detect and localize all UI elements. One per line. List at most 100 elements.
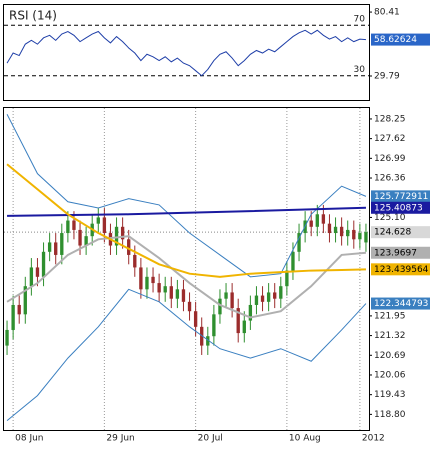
y-tick-label: 120.69 bbox=[374, 351, 406, 361]
candle-body bbox=[230, 292, 234, 309]
candle-body bbox=[145, 276, 149, 290]
candle-body bbox=[212, 314, 216, 337]
candle-body bbox=[120, 226, 125, 240]
y-tick-label: 120.06 bbox=[374, 370, 406, 380]
value-tag-box bbox=[371, 263, 430, 276]
candle-body bbox=[175, 289, 180, 299]
x-tick-label: 08 Jun bbox=[15, 434, 43, 444]
candle-body bbox=[358, 233, 362, 240]
price-frame bbox=[3, 107, 370, 431]
y-tick-label: 29.79 bbox=[374, 72, 400, 82]
candle-body bbox=[102, 217, 107, 234]
y-tick-label: 126.99 bbox=[374, 154, 406, 164]
candle-body bbox=[5, 329, 9, 346]
y-tick-label: 128.25 bbox=[374, 114, 406, 124]
y-tick-label: 125.10 bbox=[374, 213, 406, 223]
candle-body bbox=[47, 242, 52, 252]
candle-body bbox=[346, 229, 350, 237]
candle-body bbox=[181, 289, 186, 302]
candle-body bbox=[187, 301, 192, 312]
y-tick-label: 121.32 bbox=[374, 331, 406, 341]
level-label: 30 bbox=[354, 65, 366, 75]
value-tag-box bbox=[371, 190, 430, 203]
x-tick-label: 20 Jul bbox=[198, 434, 223, 444]
x-tick-label: 29 Jun bbox=[106, 434, 134, 444]
candle-body bbox=[200, 326, 204, 346]
level-label: 70 bbox=[354, 15, 366, 25]
y-tick-label: 127.62 bbox=[374, 134, 406, 144]
candle-body bbox=[35, 267, 40, 277]
candle-body bbox=[29, 267, 34, 287]
candle-body bbox=[151, 276, 155, 284]
indicator-line bbox=[6, 235, 367, 319]
candle-body bbox=[273, 292, 277, 299]
value-tag: 123.9697 bbox=[374, 248, 417, 258]
candle-body bbox=[297, 233, 301, 252]
candle-body bbox=[218, 298, 222, 315]
candle-body bbox=[339, 226, 344, 237]
candle-body bbox=[139, 267, 143, 290]
candle-body bbox=[248, 304, 253, 321]
candle-body bbox=[266, 292, 271, 302]
candle-body bbox=[206, 336, 210, 346]
value-tag-box bbox=[371, 33, 430, 46]
rsi-title: RSI (14) bbox=[9, 9, 57, 23]
value-tag: 123.439564 bbox=[374, 265, 429, 275]
candle-body bbox=[285, 270, 289, 287]
candle-body bbox=[163, 286, 167, 293]
indicator-line bbox=[6, 114, 367, 278]
value-tag-box bbox=[371, 201, 430, 214]
y-tick-label: 121.95 bbox=[374, 311, 406, 321]
candle-body bbox=[193, 311, 198, 327]
y-tick-label: 126.36 bbox=[374, 174, 406, 184]
value-tag: 125.772911 bbox=[374, 192, 428, 202]
y-tick-label: 80.41 bbox=[374, 8, 400, 18]
x-tick-label: 2012 bbox=[362, 434, 385, 444]
candle-body bbox=[327, 223, 332, 234]
candle-body bbox=[54, 242, 58, 255]
candle-body bbox=[224, 292, 228, 299]
rsi-line bbox=[6, 29, 366, 77]
value-tag: 125.40873 bbox=[374, 203, 423, 213]
candle-body bbox=[364, 232, 368, 243]
candle-body bbox=[260, 295, 265, 302]
indicator-line bbox=[6, 163, 366, 278]
candle-body bbox=[84, 236, 88, 246]
candle-body bbox=[242, 320, 246, 334]
candle-body bbox=[66, 220, 70, 234]
y-tick-label: 118.80 bbox=[374, 410, 406, 420]
rsi-frame bbox=[3, 4, 370, 101]
candle-body bbox=[41, 251, 46, 277]
candle-body bbox=[254, 295, 259, 305]
value-tag-box bbox=[371, 226, 430, 239]
value-tag: 122.344793 bbox=[374, 299, 428, 309]
candle-body bbox=[236, 308, 240, 334]
candle-body bbox=[169, 286, 173, 299]
candle-body bbox=[315, 214, 319, 227]
candle-body bbox=[333, 226, 338, 234]
candle-body bbox=[23, 286, 27, 315]
candle-body bbox=[127, 239, 131, 255]
candle-body bbox=[157, 283, 161, 293]
candle-body bbox=[279, 286, 283, 299]
candle-body bbox=[321, 214, 326, 224]
candle-body bbox=[60, 233, 64, 255]
y-tick-label: 119.43 bbox=[374, 390, 406, 400]
candle-body bbox=[17, 304, 21, 315]
candle-body bbox=[72, 220, 76, 230]
value-tag: 124.628 bbox=[374, 228, 411, 238]
value-tag-box bbox=[371, 297, 430, 310]
candle-body bbox=[291, 251, 295, 271]
candle-body bbox=[114, 226, 119, 246]
indicator-line bbox=[6, 288, 367, 422]
candle-body bbox=[352, 229, 356, 240]
x-tick-label: 10 Aug bbox=[289, 434, 321, 444]
candle-body bbox=[11, 304, 15, 330]
value-tag: 58.62624 bbox=[374, 35, 417, 45]
candle-body bbox=[133, 254, 137, 268]
candle-body bbox=[96, 217, 100, 224]
value-tag-box bbox=[371, 246, 430, 259]
candle-body bbox=[78, 229, 82, 246]
